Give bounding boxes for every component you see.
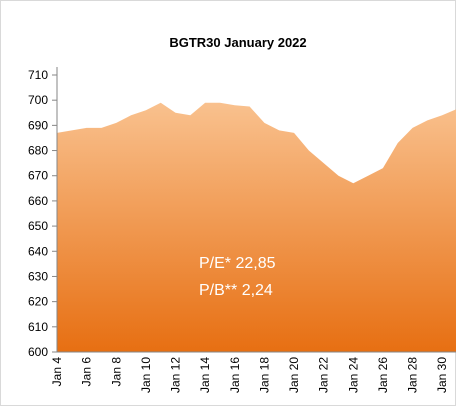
x-tick-label: Jan 26 [376, 357, 390, 393]
annotation: P/B** 2,24 [199, 282, 273, 299]
y-tick-label: 630 [28, 269, 48, 283]
y-tick-label: 640 [28, 244, 48, 258]
x-tick-label: Jan 18 [257, 357, 271, 393]
y-tick-label: 680 [28, 144, 48, 158]
y-tick-label: 660 [28, 194, 48, 208]
y-tick-label: 670 [28, 169, 48, 183]
area [57, 102, 456, 352]
x-tick-label: Jan 24 [346, 357, 360, 393]
y-tick-label: 700 [28, 93, 48, 107]
x-tick-label: Jan 28 [406, 357, 420, 393]
x-tick-label: Jan 6 [80, 357, 94, 387]
x-tick-label: Jan 22 [317, 357, 331, 393]
y-tick-label: 710 [28, 68, 48, 82]
annotation: P/E* 22,85 [199, 255, 276, 272]
chart-title: BGTR30 January 2022 [169, 35, 306, 50]
x-tick-label: Jan 10 [139, 357, 153, 393]
x-tick-label: Jan 16 [228, 357, 242, 393]
x-tick-label: Jan 12 [169, 357, 183, 393]
y-tick-label: 690 [28, 118, 48, 132]
y-tick-label: 610 [28, 320, 48, 334]
x-tick-label: Jan 4 [50, 357, 64, 387]
x-tick-label: Jan 8 [109, 357, 123, 387]
x-tick-label: Jan 30 [435, 357, 449, 393]
x-tick-label: Jan 14 [198, 357, 212, 393]
y-tick-label: 620 [28, 295, 48, 309]
x-tick-label: Jan 20 [287, 357, 301, 393]
y-tick-label: 600 [28, 345, 48, 359]
y-tick-label: 650 [28, 219, 48, 233]
